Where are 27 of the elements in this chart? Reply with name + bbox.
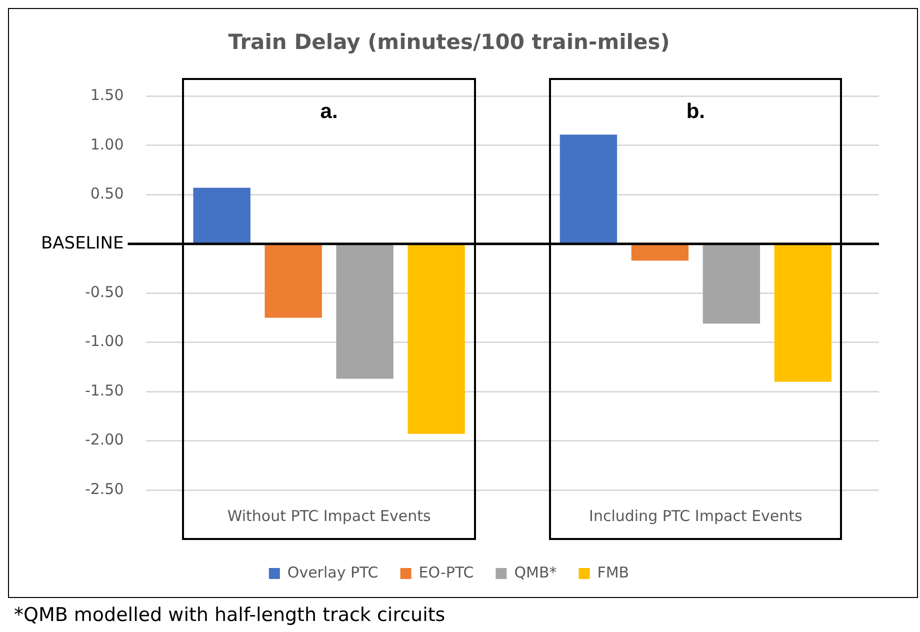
x-tick-label: Including PTC Impact Events	[589, 506, 803, 525]
y-tick-label: -2.50	[84, 480, 124, 498]
bar	[702, 244, 760, 324]
y-tick-label: -1.00	[84, 332, 124, 350]
y-tick-label: BASELINE	[40, 233, 124, 254]
legend-label: EO-PTC	[418, 563, 474, 582]
legend-label: Overlay PTC	[287, 563, 378, 582]
text: *QMB modelled with half-length track circuits	[13, 603, 446, 626]
legend-label: FMB	[597, 563, 630, 582]
annotation: a.	[319, 100, 339, 124]
bar	[774, 244, 832, 382]
bar	[560, 134, 618, 244]
legend-label: QMB*	[514, 563, 558, 582]
bar	[264, 244, 322, 318]
annotation: b.	[685, 100, 706, 124]
bar	[336, 244, 394, 379]
chart-title: Train Delay (minutes/100 train-miles)	[228, 30, 670, 54]
y-tick-label: -1.50	[84, 381, 124, 400]
y-tick-label: 1.50	[90, 86, 124, 104]
y-tick-label: 1.00	[90, 135, 124, 154]
y-tick-label: -0.50	[84, 282, 124, 301]
x-tick-label: Without PTC Impact Events	[227, 506, 431, 525]
bar	[631, 244, 689, 261]
y-tick-label: -2.00	[84, 430, 124, 449]
bar	[193, 188, 250, 244]
bar	[408, 244, 465, 434]
y-tick-label: 0.50	[90, 184, 124, 203]
